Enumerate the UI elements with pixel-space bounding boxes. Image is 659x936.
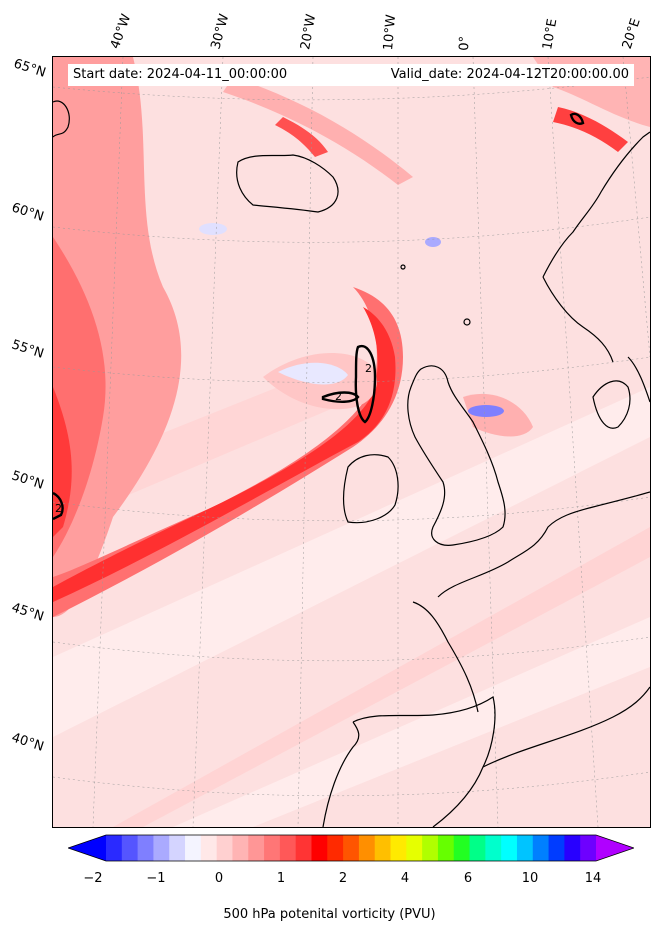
coastline-france-west (412, 601, 479, 713)
longitude-label: 20°E (619, 16, 644, 51)
pv-band-light (173, 617, 650, 827)
coastline-ireland (342, 454, 399, 524)
latitude-label: 60°N (9, 200, 46, 225)
graticule (53, 57, 650, 827)
colorbar-cell (232, 835, 249, 861)
colorbar-min-extend (68, 835, 106, 861)
colorbar-tick: 4 (400, 871, 410, 886)
colorbar-cell (153, 835, 170, 861)
longitude-label: 0° (457, 35, 473, 51)
colorbar-cell (422, 835, 439, 861)
coastline-continent-north (437, 491, 650, 598)
coastline-denmark (592, 380, 631, 429)
longitude-label: 10°E (540, 17, 561, 52)
colorbar-cell (279, 835, 297, 861)
pv-region-west-max (53, 387, 72, 537)
colorbar-cell (469, 835, 486, 861)
colorbar-tick: 14 (584, 871, 602, 886)
latitude-label: 55°N (9, 337, 46, 362)
colorbar-cell (200, 835, 218, 861)
pv-streak (223, 77, 413, 185)
colorbar-cell (343, 835, 360, 861)
valid-date: Valid_date: 2024-04-12T20:00:00.00 (390, 67, 629, 82)
colorbar-cell (185, 835, 202, 861)
coastlines (53, 100, 650, 827)
colorbar-cell (248, 835, 265, 861)
map-panel: 2 2 2 (52, 56, 651, 828)
colorbar-cell (358, 835, 376, 861)
colorbar-cell (548, 835, 565, 861)
colorbar-cell (406, 835, 423, 861)
coastline-iceland (236, 154, 339, 213)
colorbar-cell (295, 835, 312, 861)
colorbar-cell (564, 835, 581, 861)
colorbar-cell (580, 835, 597, 861)
colorbar-cell (501, 835, 518, 861)
pv-streak-core (275, 117, 328, 157)
colorbar-cell (374, 835, 392, 861)
colorbar-cell (121, 835, 139, 861)
coastline-norway-south (542, 276, 614, 363)
colorbar-tick: 10 (521, 871, 539, 886)
pv-2-contour (569, 112, 585, 125)
colorbar-tick: 2 (338, 871, 348, 886)
colorbar-cell (453, 835, 471, 861)
latitude-label: 45°N (9, 600, 46, 625)
colorbar-cell (216, 835, 233, 861)
colorbar-tick: 0 (214, 871, 224, 886)
pv-2-contour (321, 391, 360, 403)
contour-label: 2 (55, 502, 62, 515)
date-info-box: Start date: 2024-04-11_00:00:00 Valid_da… (68, 64, 634, 86)
contour-label: 2 (365, 362, 372, 375)
pv-streamer-core (53, 307, 396, 602)
pv-band-light (53, 387, 650, 737)
pv-negative-anomaly (468, 405, 504, 417)
coastline-norway (542, 131, 650, 278)
colorbar-cell (169, 835, 186, 861)
colorbar-cell (106, 835, 123, 861)
start-date: Start date: 2024-04-11_00:00:00 (73, 67, 288, 82)
colorbar-tick: −2 (83, 871, 103, 886)
colorbar-max-extend (596, 835, 634, 861)
colorbar-tick: −1 (146, 871, 166, 886)
coastline-sweden (627, 356, 650, 403)
colorbar-tick: 1 (276, 871, 286, 886)
colorbar-label: 500 hPa potenital vorticity (PVU) (223, 907, 436, 922)
latitude-label: 40°N (9, 730, 46, 755)
colorbar-tick: 6 (463, 871, 473, 886)
longitude-label: 20°W (298, 13, 320, 52)
coastline-portugal (322, 721, 360, 827)
coastline-mediterranean (482, 686, 650, 768)
latitude-label: 50°N (9, 468, 46, 493)
pv-2-contours (53, 112, 585, 521)
pv-negative-anomaly (425, 237, 441, 247)
colorbar (68, 834, 634, 862)
colorbar-cell (532, 835, 550, 861)
pv-negative-anomaly (199, 223, 227, 235)
longitude-label: 30°W (208, 12, 233, 51)
colorbar-cell (485, 835, 502, 861)
colorbar-cell (311, 835, 328, 861)
colorbar-cell (516, 835, 534, 861)
contour-label: 2 (335, 390, 342, 403)
pv-band (113, 527, 650, 827)
longitude-label: 40°W (107, 12, 135, 51)
colorbar-cell (264, 835, 281, 861)
coastline-iberia (352, 696, 496, 827)
pv-2-contour (53, 491, 64, 521)
pv-rollup-negative (278, 362, 348, 385)
pv-field-map (53, 57, 650, 827)
pv-2-contour (354, 344, 377, 424)
coastline-great-britain (407, 365, 506, 546)
colorbar-cell (137, 835, 154, 861)
latitude-label: 65°N (11, 56, 48, 81)
colorbar-cell (327, 835, 344, 861)
colorbar-cell (437, 835, 455, 861)
longitude-label: 10°W (381, 13, 400, 51)
colorbar-cell (390, 835, 407, 861)
